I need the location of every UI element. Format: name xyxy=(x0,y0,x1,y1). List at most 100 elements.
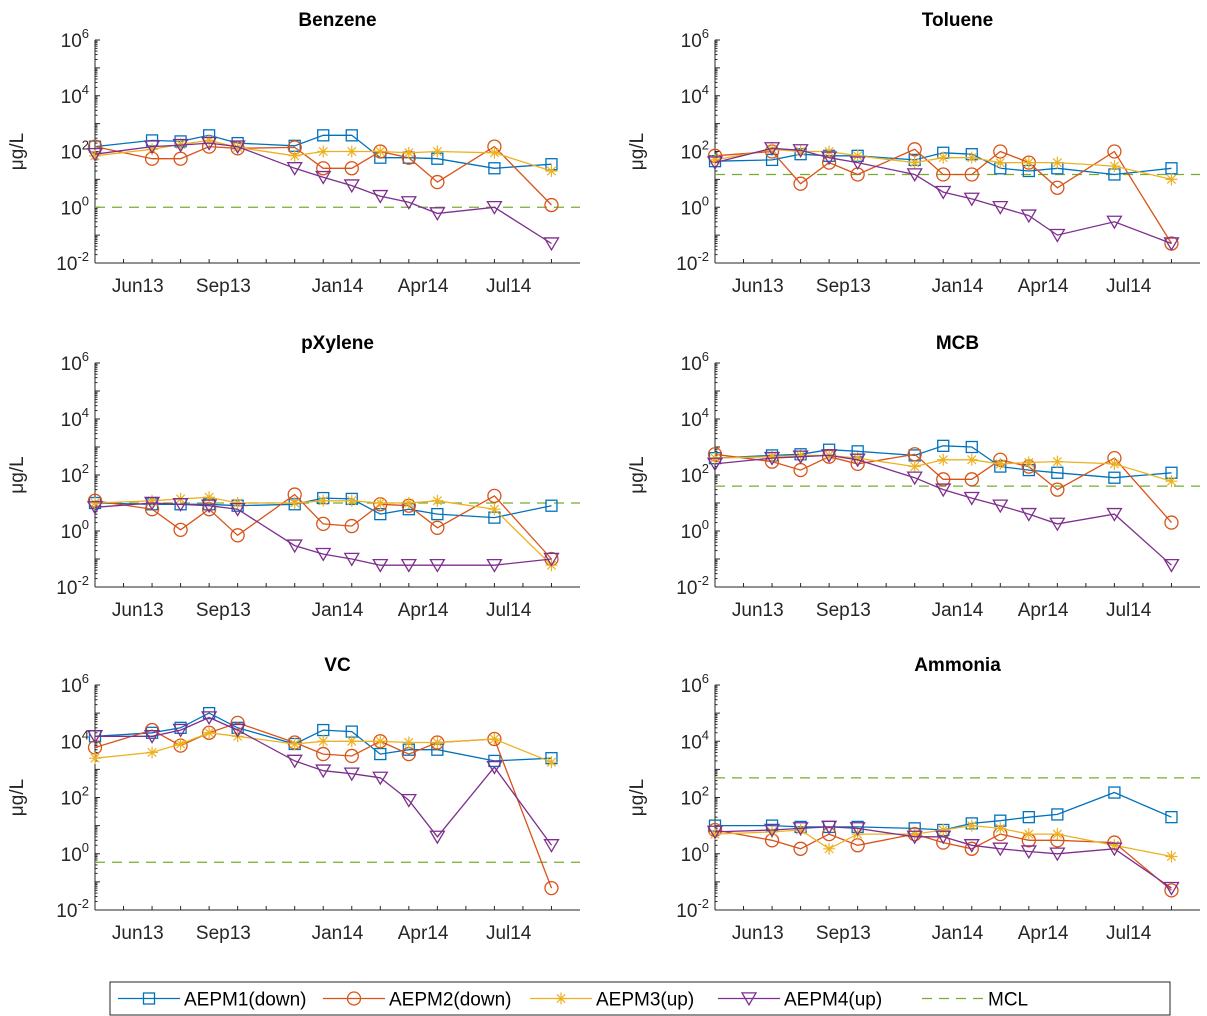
y-tick-label: 102 xyxy=(61,461,89,487)
data-point xyxy=(936,167,951,182)
series-aepm3-up xyxy=(709,819,1178,863)
chart-panel-vc: VC μg/L 10-2 100 102 104 106 Jun13 Sep13 Jan14 Apr… xyxy=(7,655,580,944)
y-tick-label: 100 xyxy=(681,193,709,219)
x-tick-label: Sep13 xyxy=(196,923,251,944)
data-point xyxy=(1049,517,1066,532)
x-tick-label: Jan14 xyxy=(312,276,364,297)
data-point xyxy=(851,452,864,465)
y-tick-label: 104 xyxy=(61,405,89,431)
data-point xyxy=(963,839,980,853)
x-tick-label: Apr14 xyxy=(1018,923,1069,944)
data-point xyxy=(994,156,1007,169)
y-tick-label: 100 xyxy=(681,840,709,866)
x-tick-label: Sep13 xyxy=(196,600,251,621)
x-tick-label: Jan14 xyxy=(312,600,364,621)
chart-title: pXylene xyxy=(301,333,374,354)
data-point xyxy=(315,764,332,779)
data-point xyxy=(906,471,923,486)
data-point xyxy=(1020,845,1037,860)
series-aepm3-up xyxy=(709,143,1178,186)
data-point xyxy=(200,136,218,151)
data-point xyxy=(431,736,444,749)
series-line xyxy=(94,145,552,206)
data-point xyxy=(792,822,809,836)
x-tick-label: Sep13 xyxy=(816,923,871,944)
data-point xyxy=(543,839,560,853)
x-tick-label: Jun13 xyxy=(732,600,784,621)
data-point xyxy=(908,156,921,169)
x-tick-label: Jul14 xyxy=(486,276,532,297)
x-tick-label: Jul14 xyxy=(486,923,532,944)
series-line xyxy=(714,147,1172,245)
series-line xyxy=(714,826,1172,889)
legend-item-aepm3-up: AEPM3(up) xyxy=(530,990,694,1011)
data-point xyxy=(763,142,781,156)
data-point xyxy=(937,823,950,836)
data-point xyxy=(345,145,358,158)
y-tick-label: 104 xyxy=(681,727,709,753)
data-point xyxy=(792,144,809,158)
data-point xyxy=(820,151,838,166)
data-point xyxy=(766,825,779,838)
data-point xyxy=(317,129,330,142)
data-point xyxy=(935,830,952,845)
data-point xyxy=(964,167,979,182)
y-tick-label: 10-2 xyxy=(676,249,709,275)
data-point xyxy=(906,168,923,183)
data-point xyxy=(1020,507,1037,522)
data-point xyxy=(374,145,387,158)
data-point xyxy=(794,145,807,158)
y-tick-label: 106 xyxy=(681,671,709,697)
data-point xyxy=(936,472,951,487)
data-point xyxy=(740,992,758,1007)
data-point xyxy=(823,842,836,855)
x-tick-label: Apr14 xyxy=(398,276,449,297)
data-point xyxy=(935,483,952,498)
series-line xyxy=(714,148,1173,244)
y-tick-label: 106 xyxy=(681,26,709,52)
series-line xyxy=(714,829,1172,891)
x-tick-label: Sep13 xyxy=(816,600,871,621)
y-axis-label: μg/L xyxy=(627,779,648,816)
data-point xyxy=(288,737,301,750)
data-point xyxy=(431,145,444,158)
data-point xyxy=(937,453,950,466)
data-point xyxy=(992,201,1009,215)
data-point xyxy=(487,488,502,504)
data-point xyxy=(89,149,101,162)
y-tick-label: 10-2 xyxy=(56,249,89,275)
y-tick-label: 100 xyxy=(61,517,89,543)
y-tick-label: 104 xyxy=(681,405,709,431)
data-point xyxy=(1050,482,1065,497)
data-point xyxy=(963,491,980,506)
data-point xyxy=(315,547,332,562)
y-tick-label: 102 xyxy=(61,138,89,164)
data-point xyxy=(936,835,951,850)
data-point xyxy=(201,725,217,740)
x-tick-label: Apr14 xyxy=(1018,276,1069,297)
data-point xyxy=(229,140,246,155)
data-point xyxy=(203,134,216,147)
data-point xyxy=(203,726,216,739)
data-point xyxy=(908,460,921,473)
data-point xyxy=(555,992,567,1005)
data-point xyxy=(86,501,104,515)
x-tick-label: Jun13 xyxy=(112,276,164,297)
data-point xyxy=(965,151,978,164)
data-point xyxy=(965,440,978,454)
data-point xyxy=(345,494,358,507)
data-point xyxy=(821,826,837,842)
x-tick-label: Jan14 xyxy=(932,923,984,944)
data-point xyxy=(288,149,301,162)
data-point xyxy=(172,723,189,738)
data-point xyxy=(545,756,558,769)
data-point xyxy=(793,841,808,856)
y-tick-label: 106 xyxy=(681,349,709,375)
data-point xyxy=(1165,850,1178,863)
data-point xyxy=(400,196,417,210)
y-tick-label: 10-2 xyxy=(56,573,89,599)
data-point xyxy=(402,497,415,509)
data-point xyxy=(400,793,417,808)
x-tick-label: Jul14 xyxy=(1106,923,1152,944)
y-tick-label: 102 xyxy=(681,138,709,164)
